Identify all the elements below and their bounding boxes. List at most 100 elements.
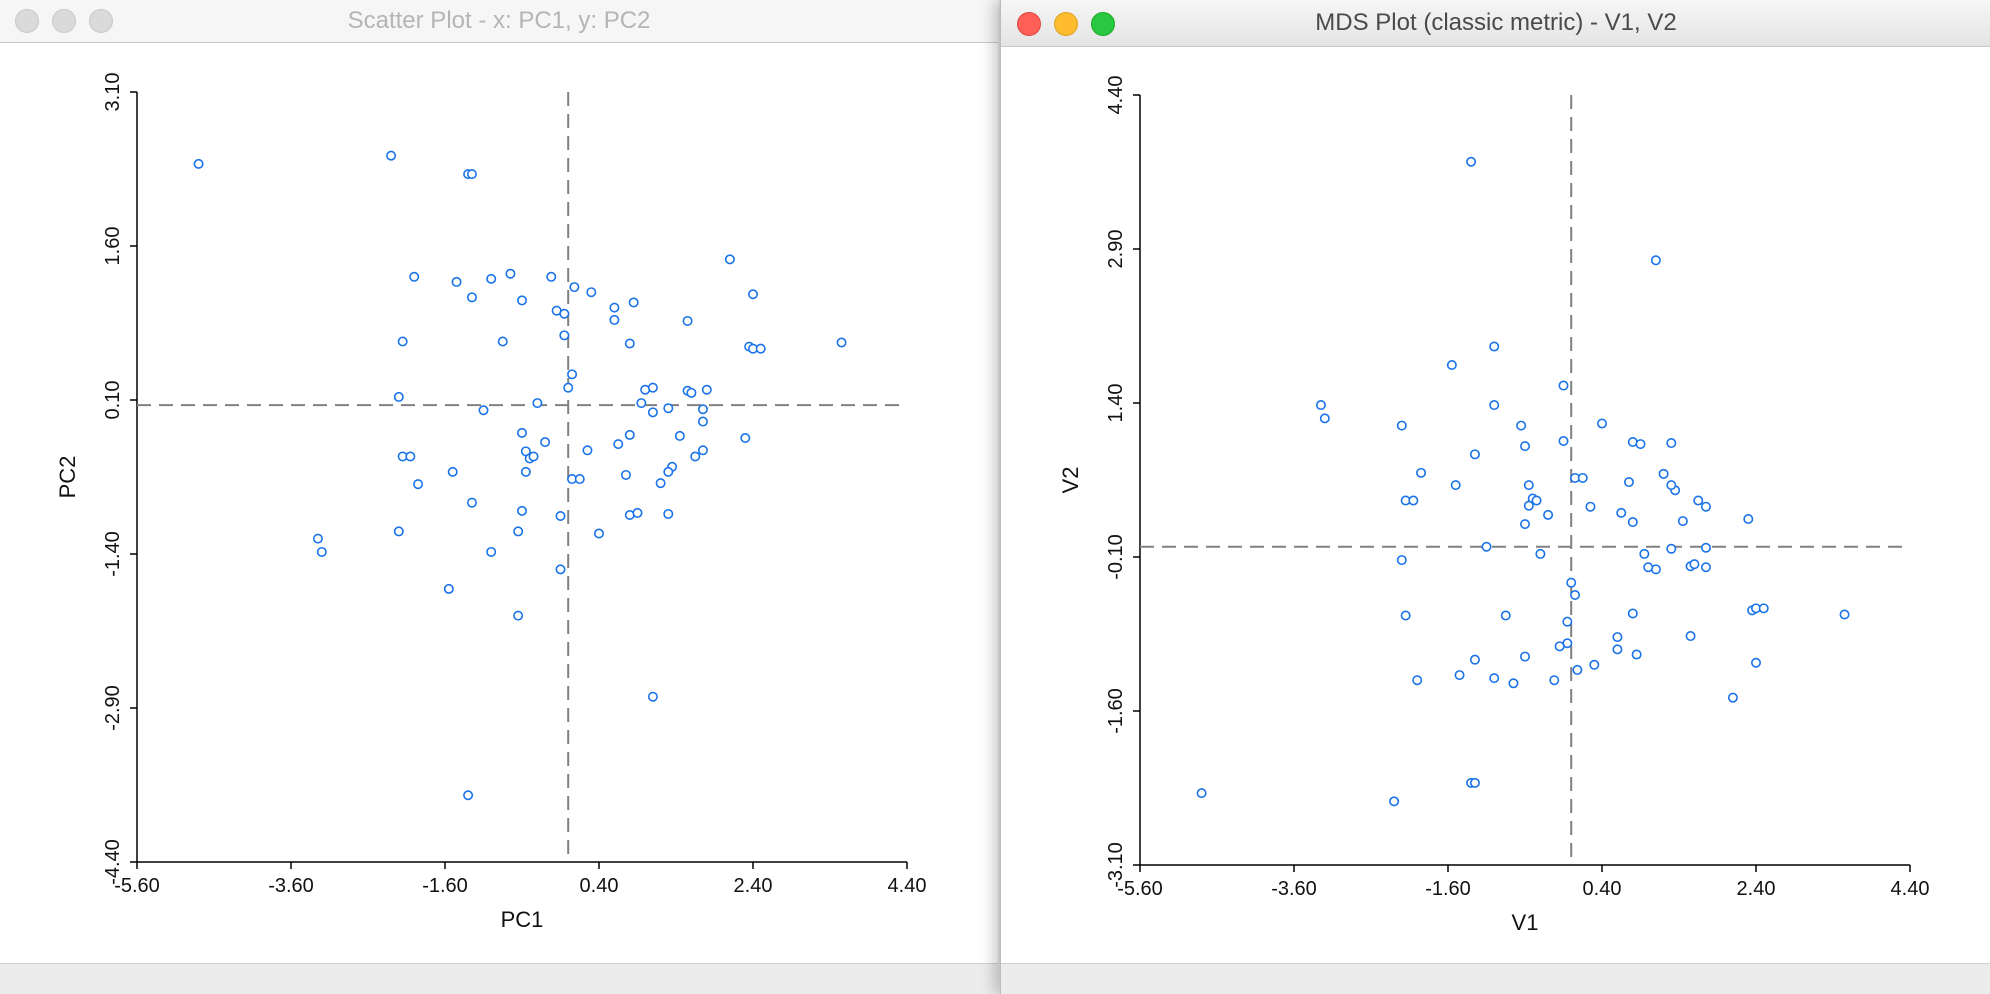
- data-point: [1627, 517, 1638, 528]
- data-point: [1689, 559, 1700, 570]
- data-point: [1416, 467, 1427, 478]
- data-point: [663, 508, 674, 519]
- data-point: [1839, 609, 1850, 620]
- window-controls: [15, 9, 113, 33]
- data-point: [516, 505, 527, 516]
- y-tick-label: 1.40: [1105, 384, 1127, 423]
- data-point: [486, 273, 497, 284]
- y-tick-label: 4.40: [1105, 76, 1127, 115]
- data-point: [1408, 495, 1419, 506]
- data-point: [443, 583, 454, 594]
- data-point: [697, 416, 708, 427]
- zoom-button[interactable]: [1091, 12, 1115, 36]
- data-point: [1700, 542, 1711, 553]
- data-point: [747, 289, 758, 300]
- data-point: [505, 268, 516, 279]
- data-point: [1658, 468, 1669, 479]
- data-point: [628, 297, 639, 308]
- data-point: [555, 511, 566, 522]
- data-point: [1558, 380, 1569, 391]
- data-point: [1612, 644, 1623, 655]
- data-point: [393, 526, 404, 537]
- data-point: [1685, 631, 1696, 642]
- data-point: [1519, 441, 1530, 452]
- x-tick-label: -3.60: [1271, 878, 1317, 900]
- data-point: [413, 479, 424, 490]
- data-point: [1666, 543, 1677, 554]
- data-point: [1700, 501, 1711, 512]
- close-button[interactable]: [1017, 12, 1041, 36]
- data-point: [1758, 603, 1769, 614]
- close-button[interactable]: [15, 9, 39, 33]
- data-point: [647, 382, 658, 393]
- x-tick-label: -1.60: [422, 875, 468, 897]
- window-title: MDS Plot (classic metric) - V1, V2: [1315, 9, 1677, 36]
- data-point: [636, 398, 647, 409]
- y-tick-label: 0.10: [102, 381, 124, 420]
- minimize-button[interactable]: [1054, 12, 1078, 36]
- data-point: [1196, 788, 1207, 799]
- data-point: [1554, 641, 1565, 652]
- x-tick-label: 0.40: [580, 875, 619, 897]
- x-tick-label: -5.60: [114, 875, 160, 897]
- data-point: [609, 314, 620, 325]
- data-point: [609, 302, 620, 313]
- data-point: [451, 276, 462, 287]
- data-point: [193, 158, 204, 169]
- data-point: [582, 445, 593, 456]
- x-tick-label: -5.60: [1117, 878, 1163, 900]
- y-tick-label: -2.90: [102, 685, 124, 731]
- data-point: [593, 528, 604, 539]
- data-point: [486, 546, 497, 557]
- zoom-button[interactable]: [89, 9, 113, 33]
- data-point: [1319, 413, 1330, 424]
- minimize-button[interactable]: [52, 9, 76, 33]
- data-point: [663, 466, 674, 477]
- data-point: [1516, 420, 1527, 431]
- data-point: [386, 150, 397, 161]
- data-point: [1635, 439, 1646, 450]
- data-point: [740, 432, 751, 443]
- data-point: [1577, 472, 1588, 483]
- data-point: [1631, 649, 1642, 660]
- data-point: [1523, 500, 1534, 511]
- data-point: [647, 691, 658, 702]
- data-point: [1549, 675, 1560, 686]
- data-point: [1666, 480, 1677, 491]
- data-point: [620, 469, 631, 480]
- data-point: [397, 336, 408, 347]
- title-bar[interactable]: MDS Plot (classic metric) - V1, V2: [1001, 0, 1990, 47]
- data-point: [624, 429, 635, 440]
- data-point: [697, 404, 708, 415]
- data-point: [755, 343, 766, 354]
- data-point: [655, 478, 666, 489]
- data-point: [697, 445, 708, 456]
- data-point: [516, 427, 527, 438]
- data-point: [466, 292, 477, 303]
- data-point: [1454, 670, 1465, 681]
- data-point: [1677, 516, 1688, 527]
- title-bar[interactable]: Scatter Plot - x: PC1, y: PC2: [0, 0, 998, 43]
- data-point: [1469, 777, 1480, 788]
- y-tick-label: 1.60: [102, 227, 124, 266]
- y-axis-title: V2: [1058, 467, 1083, 494]
- x-tick-label: 2.40: [1737, 878, 1776, 900]
- data-point: [586, 287, 597, 298]
- data-point: [1562, 616, 1573, 627]
- data-point: [528, 451, 539, 462]
- status-bar: [0, 963, 998, 994]
- data-point: [1500, 610, 1511, 621]
- data-point: [559, 308, 570, 319]
- data-point: [497, 336, 508, 347]
- scatter-plot-canvas[interactable]: -5.60 -3.60 -1.60 0.40 2.40 4.40 -4.40 -2.90 -1.…: [0, 0, 998, 994]
- data-point: [1523, 480, 1534, 491]
- data-point: [724, 254, 735, 265]
- data-point: [1489, 673, 1500, 684]
- y-tick-label: -4.40: [102, 839, 124, 885]
- mds-plot-canvas[interactable]: -5.60 -3.60 -1.60 0.40 2.40 4.40 -3.10 -1.60 -0.…: [1001, 0, 1990, 994]
- mds-plot-window: MDS Plot (classic metric) - V1, V2 -5.60…: [1000, 0, 1990, 994]
- data-point: [546, 271, 557, 282]
- data-point: [1508, 678, 1519, 689]
- data-point: [1469, 449, 1480, 460]
- data-point: [632, 507, 643, 518]
